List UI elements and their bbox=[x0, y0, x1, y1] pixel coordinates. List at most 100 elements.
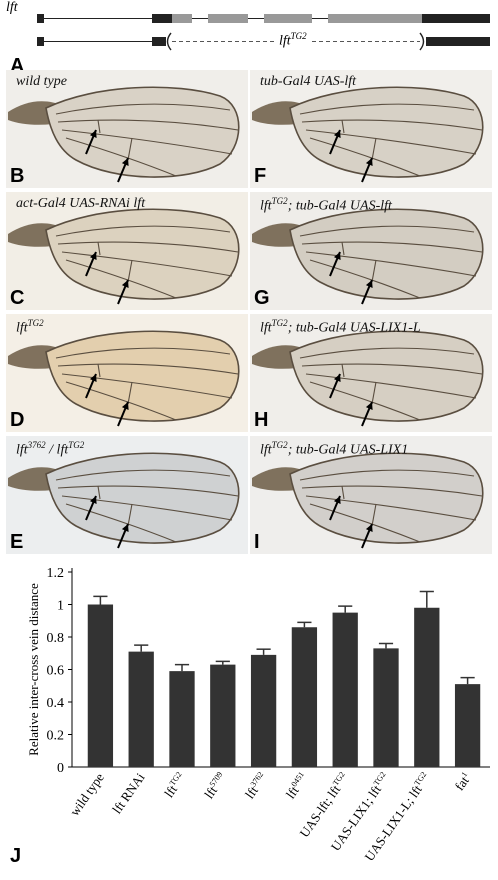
wing-image bbox=[8, 330, 240, 427]
wing-genotype-label: lftTG2; tub-Gal4 UAS-LIX1-L bbox=[260, 318, 421, 336]
wing-vein-l5 bbox=[65, 259, 177, 299]
wing-blade bbox=[289, 330, 484, 422]
bar bbox=[210, 664, 236, 767]
wing-panel-g: lftTG2; tub-Gal4 UAS-lft G bbox=[250, 192, 492, 310]
arrow-icon bbox=[361, 523, 373, 549]
bar bbox=[332, 612, 358, 767]
wing-blade bbox=[289, 86, 484, 178]
panel-letter-h: H bbox=[254, 409, 269, 431]
wing-vein-l4 bbox=[305, 373, 477, 399]
wing-cross-vein-anterior bbox=[97, 363, 101, 378]
panel-letter-f: F bbox=[254, 165, 267, 187]
bar-chart: Relative inter-cross vein distance 0 0.2 0.… bbox=[26, 566, 490, 864]
wing-genotype-label: lft3762 / lftTG2 bbox=[16, 440, 85, 458]
bar bbox=[128, 651, 154, 767]
wing-panel-f: tub-Gal4 UAS-lft F bbox=[250, 70, 492, 188]
wing-genotype-label: act-Gal4 UAS-RNAi lft bbox=[16, 196, 146, 211]
wing-cross-vein-anterior bbox=[341, 119, 345, 134]
y-tick-label: 0.6 bbox=[47, 664, 65, 679]
wing-vein-l2 bbox=[55, 103, 231, 115]
wing-image bbox=[252, 86, 484, 183]
panel-j-chart: Relative inter-cross vein distance 0 0.2 0.… bbox=[0, 560, 498, 875]
x-tick-label: lft0451 bbox=[283, 770, 311, 801]
y-tick-label: 0.4 bbox=[47, 696, 65, 711]
wing-genotype-label: wild type bbox=[16, 74, 67, 89]
wing-vein-l4 bbox=[305, 495, 477, 521]
y-tick-label: 1 bbox=[57, 599, 64, 614]
wing-panel-e: lft3762 / lftTG2 E bbox=[6, 436, 248, 554]
wing-vein-l3 bbox=[301, 485, 483, 497]
wing-genotype-label: lftTG2; tub-Gal4 UAS-LIX1 bbox=[260, 440, 409, 458]
y-tick-label: 0.8 bbox=[47, 631, 65, 646]
wing-cross-vein-posterior bbox=[371, 503, 377, 527]
wing-blade bbox=[289, 452, 484, 544]
arrow-icon bbox=[329, 129, 341, 155]
gene-cds-1 bbox=[172, 14, 192, 23]
wing-cross-vein-anterior bbox=[341, 241, 345, 256]
wing-vein-l4 bbox=[61, 373, 233, 399]
wing-image bbox=[8, 208, 240, 305]
wing-vein-l5 bbox=[65, 503, 177, 543]
arrow-icon bbox=[361, 157, 373, 183]
wing-vein-l5 bbox=[65, 137, 177, 177]
wing-cross-vein-anterior bbox=[341, 363, 345, 378]
wing-image bbox=[252, 330, 484, 427]
arrow-icon bbox=[329, 251, 341, 277]
arrow-icon bbox=[361, 401, 373, 427]
wing-vein-l2 bbox=[299, 225, 475, 237]
y-tick-label: 0 bbox=[57, 761, 64, 776]
wing-cross-vein-posterior bbox=[127, 381, 133, 405]
wing-vein-l4 bbox=[61, 129, 233, 155]
x-tick-label: lft RNAi bbox=[109, 770, 148, 816]
gene-exon-1 bbox=[37, 14, 44, 23]
arrow-icon bbox=[85, 373, 97, 399]
x-tick-label: fat1 bbox=[452, 770, 474, 793]
wing-blade bbox=[289, 208, 484, 300]
gene-cds-2 bbox=[208, 14, 248, 23]
arrow-icon bbox=[117, 279, 129, 305]
arrow-icon bbox=[85, 251, 97, 277]
gene-model bbox=[37, 14, 490, 51]
deletion-exon-2 bbox=[152, 37, 166, 46]
arrow-icon bbox=[85, 129, 97, 155]
wing-panel-b: wild type B bbox=[6, 70, 248, 188]
x-tick-label: wild type bbox=[67, 770, 107, 819]
arrow-icon bbox=[329, 495, 341, 521]
wing-vein-l4 bbox=[305, 129, 477, 155]
wing-vein-l3 bbox=[301, 363, 483, 375]
arrow-icon bbox=[117, 401, 129, 427]
gene-cds-3 bbox=[264, 14, 312, 23]
gene-cds-4 bbox=[328, 14, 422, 23]
wing-vein-l3 bbox=[57, 363, 239, 375]
panel-letter-c: C bbox=[10, 287, 25, 309]
wing-panel-c: act-Gal4 UAS-RNAi lft C bbox=[6, 192, 248, 310]
bar bbox=[87, 604, 114, 767]
panel-letter-d: D bbox=[10, 409, 25, 431]
wing-image bbox=[252, 452, 484, 549]
wing-cross-vein-anterior bbox=[97, 241, 101, 256]
deletion-exon-1 bbox=[37, 37, 44, 46]
panel-letter-j: J bbox=[10, 845, 22, 867]
arrow-icon bbox=[361, 279, 373, 305]
arrow-icon bbox=[117, 523, 129, 549]
gene-exon-2 bbox=[152, 14, 172, 23]
wing-blade bbox=[45, 86, 240, 178]
wing-vein-l4 bbox=[305, 251, 477, 277]
panel-a: lft lftTG2 A bbox=[0, 0, 498, 76]
deletion-label: lftTG2 bbox=[276, 31, 310, 50]
y-axis-label: Relative inter-cross vein distance bbox=[26, 583, 41, 756]
wing-cross-vein-posterior bbox=[127, 503, 133, 527]
x-tick-label: lft5709 bbox=[201, 770, 229, 801]
wing-vein-l2 bbox=[299, 347, 475, 359]
panel-letter-g: G bbox=[254, 287, 270, 309]
panel-letter-e: E bbox=[10, 531, 24, 553]
wing-vein-l2 bbox=[55, 225, 231, 237]
wing-panel-i: lftTG2; tub-Gal4 UAS-LIX1 I bbox=[250, 436, 492, 554]
deletion-utr-3 bbox=[426, 37, 490, 46]
x-tick-label: lftTG2 bbox=[161, 770, 188, 800]
wing-blade bbox=[45, 330, 240, 422]
wing-vein-l4 bbox=[61, 495, 233, 521]
bar bbox=[414, 607, 440, 767]
wing-blade bbox=[45, 452, 240, 544]
wing-vein-l5 bbox=[309, 137, 421, 177]
